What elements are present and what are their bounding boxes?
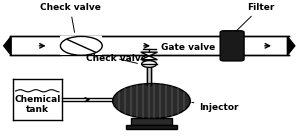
- Bar: [60, 36, 102, 55]
- Polygon shape: [141, 56, 158, 60]
- Polygon shape: [141, 52, 158, 56]
- Text: Check valve: Check valve: [86, 54, 147, 63]
- Text: Check valve: Check valve: [40, 2, 100, 32]
- Bar: [147, 55, 151, 84]
- Bar: [224, 36, 241, 55]
- Text: Filter: Filter: [234, 2, 274, 33]
- Text: Chemical
tank: Chemical tank: [14, 95, 61, 114]
- Bar: [126, 124, 177, 129]
- Bar: [130, 119, 172, 124]
- Bar: [147, 55, 152, 103]
- Polygon shape: [4, 36, 11, 55]
- Polygon shape: [287, 36, 295, 55]
- Circle shape: [142, 61, 157, 67]
- Text: Gate valve: Gate valve: [159, 43, 215, 56]
- Text: Injector: Injector: [192, 102, 239, 112]
- Circle shape: [113, 83, 190, 119]
- Circle shape: [60, 36, 102, 55]
- FancyBboxPatch shape: [220, 31, 244, 61]
